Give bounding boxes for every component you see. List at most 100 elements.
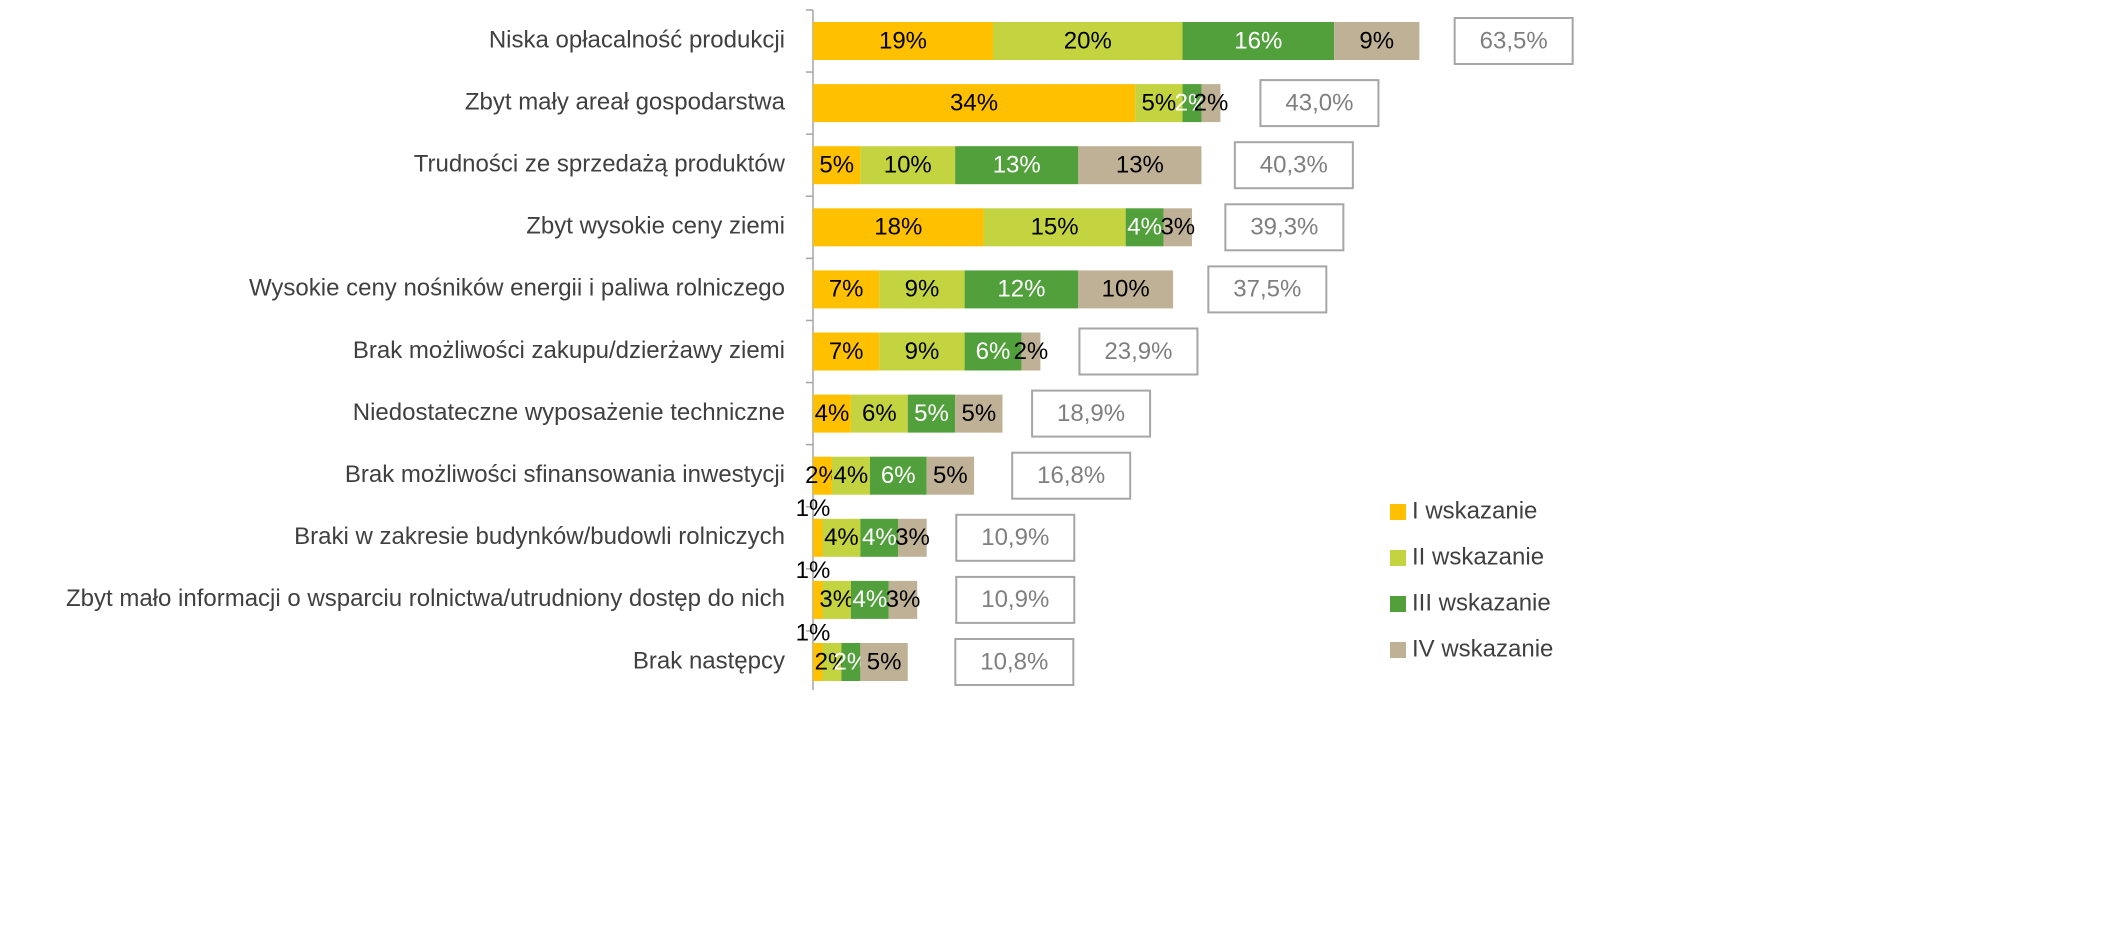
value-label: 2% xyxy=(1014,338,1049,365)
value-label: 1% xyxy=(796,557,831,584)
value-label: 4% xyxy=(1127,214,1162,241)
bar-segment xyxy=(955,394,1003,433)
bar-segment xyxy=(822,580,851,619)
total-box xyxy=(954,638,1075,686)
bar-segment xyxy=(813,270,880,309)
value-label: 12% xyxy=(997,276,1045,303)
total-box xyxy=(1233,141,1354,190)
bar-segment xyxy=(813,332,880,371)
bar-segment xyxy=(813,518,823,557)
value-label: 7% xyxy=(829,338,864,365)
value-label: 13% xyxy=(1116,152,1164,179)
legend-swatch xyxy=(1390,504,1406,520)
total-box xyxy=(955,513,1076,562)
value-label: 4% xyxy=(824,524,859,551)
value-label: 6% xyxy=(976,338,1011,365)
total-box xyxy=(1259,79,1380,128)
bar-segment xyxy=(822,643,842,681)
value-label: 5% xyxy=(819,152,854,179)
bar-segment xyxy=(926,456,975,495)
legend-label: IV wskazanie xyxy=(1412,635,1553,662)
bar-segment xyxy=(813,22,994,60)
bar-segment xyxy=(964,332,1022,371)
bar-segment xyxy=(850,394,908,433)
value-label: 6% xyxy=(862,400,897,427)
bar-segment xyxy=(1078,270,1174,309)
value-label: 4% xyxy=(862,524,897,551)
bar-segment xyxy=(1021,332,1041,371)
value-label: 16% xyxy=(1234,27,1282,54)
value-label: 2% xyxy=(1194,89,1229,116)
total-label: 37,5% xyxy=(1233,276,1301,303)
value-label: 20% xyxy=(1064,27,1112,54)
legend-label: II wskazanie xyxy=(1412,543,1544,570)
bar-segment xyxy=(841,643,861,681)
value-label: 3% xyxy=(895,524,930,551)
total-box xyxy=(1031,389,1152,438)
total-label: 63,5% xyxy=(1480,27,1548,54)
total-box xyxy=(1453,17,1574,65)
value-label: 3% xyxy=(886,586,921,613)
bar-segment xyxy=(879,332,965,371)
value-label: 4% xyxy=(834,462,869,489)
value-label: 9% xyxy=(1359,27,1394,54)
bar-segment xyxy=(879,270,965,309)
category-label: Zbyt mało informacji o wsparciu rolnictw… xyxy=(66,585,785,612)
total-label: 10,9% xyxy=(981,586,1049,613)
value-label: 4% xyxy=(815,400,850,427)
value-label: 5% xyxy=(914,400,949,427)
total-box xyxy=(955,575,1076,624)
total-label: 16,8% xyxy=(1037,462,1105,489)
bar-segment xyxy=(813,208,984,247)
value-label: 5% xyxy=(933,462,968,489)
bar-segment xyxy=(993,22,1183,60)
category-label: Brak możliwości sfinansowania inwestycji xyxy=(345,461,785,488)
value-label: 3% xyxy=(1160,214,1195,241)
bar-segment xyxy=(983,208,1126,247)
value-label: 6% xyxy=(881,462,916,489)
legend-swatch xyxy=(1390,550,1406,566)
legend-swatch xyxy=(1390,642,1406,658)
value-label: 5% xyxy=(1141,89,1176,116)
total-label: 18,9% xyxy=(1057,400,1125,427)
bar-segment xyxy=(1334,22,1420,60)
value-label: 5% xyxy=(867,648,902,675)
total-label: 23,9% xyxy=(1104,338,1172,365)
bar-segment xyxy=(1125,208,1164,247)
bar-segment xyxy=(813,456,832,495)
total-box xyxy=(1224,203,1345,252)
value-label: 13% xyxy=(993,152,1041,179)
bar-segment xyxy=(1201,84,1221,123)
bar-segment xyxy=(955,146,1079,185)
bar-segment xyxy=(813,146,861,185)
bar-segment xyxy=(813,84,1136,123)
bar-segment xyxy=(822,518,861,557)
bar-segment xyxy=(888,580,918,619)
bar-segment xyxy=(1182,84,1202,123)
value-label: 15% xyxy=(1031,214,1079,241)
legend-label: I wskazanie xyxy=(1412,497,1537,524)
total-label: 43,0% xyxy=(1285,89,1353,116)
value-label: 1% xyxy=(796,619,831,646)
category-label: Niska opłacalność produkcji xyxy=(489,26,785,53)
bar-segment xyxy=(964,270,1079,309)
category-label: Brak następcy xyxy=(633,647,785,674)
total-label: 10,9% xyxy=(981,524,1049,551)
total-label: 40,3% xyxy=(1260,152,1328,179)
category-label: Zbyt wysokie ceny ziemi xyxy=(526,213,785,240)
total-label: 10,8% xyxy=(980,648,1048,675)
bar-segment xyxy=(860,518,899,557)
value-label: 10% xyxy=(884,152,932,179)
bar-segment xyxy=(831,456,870,495)
bar-segment xyxy=(850,580,889,619)
bar-segment xyxy=(813,643,823,681)
value-label: 1% xyxy=(796,495,831,522)
total-box xyxy=(1078,327,1199,376)
value-label: 3% xyxy=(819,586,854,613)
bar-segment xyxy=(813,580,823,619)
value-label: 7% xyxy=(829,276,864,303)
total-box xyxy=(1011,451,1132,500)
category-label: Zbyt mały areał gospodarstwa xyxy=(465,88,786,115)
legend-swatch xyxy=(1390,596,1406,612)
